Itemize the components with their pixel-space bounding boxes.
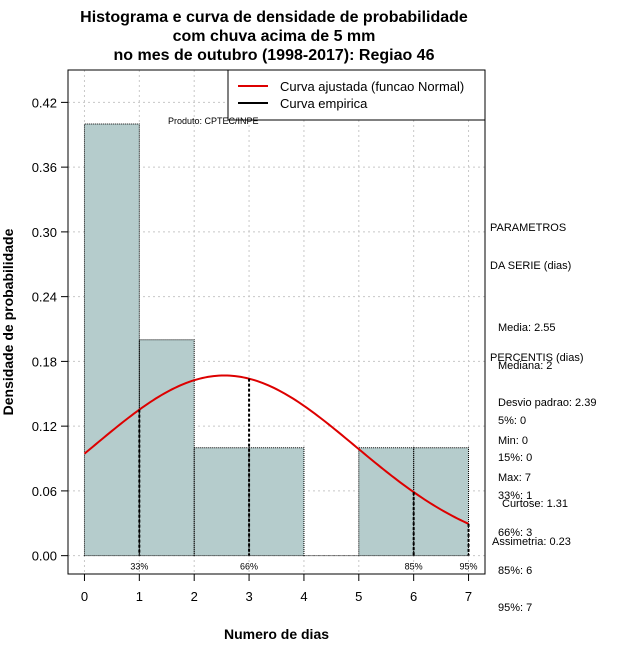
x-tick-label: 3 — [245, 589, 252, 604]
assimetria: Assimetria: 0.23 — [492, 535, 571, 548]
y-tick-label: 0.00 — [32, 549, 57, 564]
histogram-bar-outline-3 — [248, 447, 305, 556]
chart-title-line-2: com chuva acima de 5 mm — [173, 28, 376, 45]
histogram-bar-6 — [413, 447, 469, 556]
parametro-mediana: Mediana: 2 — [498, 359, 553, 372]
percentis-title: PERCENTIS (dias) — [490, 352, 584, 364]
chart-title-line-3: no mes de outubro (1998-2017): Regiao 46 — [114, 47, 435, 64]
histogram-bar-outline-5 — [358, 447, 415, 556]
y-tick-label: 0.30 — [32, 225, 57, 240]
y-tick-label: 0.24 — [32, 290, 57, 305]
y-tick-label: 0.36 — [32, 160, 57, 175]
percentil-85: 85%: 6 — [498, 564, 533, 577]
percentil-5: 5%: 0 — [498, 414, 527, 427]
histogram-bar-3 — [249, 447, 304, 556]
legend-box — [227, 69, 486, 121]
parametro-max: Max: 7 — [498, 472, 532, 484]
percentil-95: 95%: 7 — [498, 602, 533, 614]
x-tick-label: 6 — [410, 589, 417, 604]
histogram-bar-outline-6 — [413, 447, 470, 556]
x-tick-label: 1 — [136, 589, 143, 604]
legend: Curva ajustada (funcao Normal) Curva emp… — [227, 69, 486, 121]
x-tick-label: 5 — [355, 589, 362, 604]
percentile-label-66: 66% — [240, 562, 258, 572]
histogram-bar-outline-1 — [138, 339, 195, 556]
parametros-panel: PARAMETROS DA SERIE (dias) Media: 2.55 M… — [490, 197, 596, 522]
histogram-bar-outline-0 — [83, 123, 140, 556]
percentile-label-95: 95% — [460, 562, 478, 572]
parametro-desvio-padrao: Desvio padrao: 2.39 — [498, 397, 597, 409]
percentile-label-33: 33% — [130, 562, 148, 572]
histogram-bar-0 — [84, 123, 140, 556]
histogram-bar-5 — [358, 447, 414, 556]
y-axis-label: Densidade de probabilidade — [0, 228, 16, 415]
histogram-bar-outline-2 — [193, 447, 250, 556]
fitted-normal-curve — [83, 374, 469, 525]
curtose: Curtose: 1.31 — [502, 498, 569, 510]
percentile-label-85: 85% — [405, 562, 423, 572]
x-tick-label: 2 — [191, 589, 198, 604]
x-tick-label: 7 — [465, 589, 472, 604]
percentis-panel: PERCENTIS (dias) 5%: 0 15%: 0 33%: 1 66%… — [490, 327, 584, 652]
histogram-bar-1 — [139, 339, 195, 556]
parametros-title-line-1: PARAMETROS — [490, 222, 567, 234]
percentil-66: 66%: 3 — [498, 527, 533, 539]
percentil-15: 15%: 0 — [498, 452, 533, 464]
parametros-title-line-2: DA SERIE (dias) — [490, 259, 572, 272]
legend-label-fitted-curve: Curva ajustada (funcao Normal) — [280, 79, 464, 94]
histogram-bar-2 — [194, 447, 250, 556]
x-tick-label: 4 — [300, 589, 307, 604]
y-tick-label: 0.18 — [32, 354, 57, 369]
y-tick-label: 0.12 — [32, 419, 57, 434]
y-tick-label: 0.06 — [32, 484, 57, 499]
percentil-33: 33%: 1 — [498, 489, 533, 502]
product-credit: Produto: CPTEC/INPE — [168, 116, 259, 126]
x-axis-label: Numero de dias — [224, 626, 329, 642]
chart-title-line-1: Histograma e curva de densidade de proba… — [80, 9, 468, 26]
parametro-media: Media: 2.55 — [498, 322, 556, 334]
shape-stats-panel: Curtose: 1.31 Assimetria: 0.23 — [492, 473, 571, 561]
parametro-min: Min: 0 — [498, 434, 528, 447]
legend-label-empirical-curve: Curva empirica — [280, 96, 368, 111]
x-tick-label: 0 — [81, 589, 88, 604]
y-tick-label: 0.42 — [32, 95, 57, 110]
